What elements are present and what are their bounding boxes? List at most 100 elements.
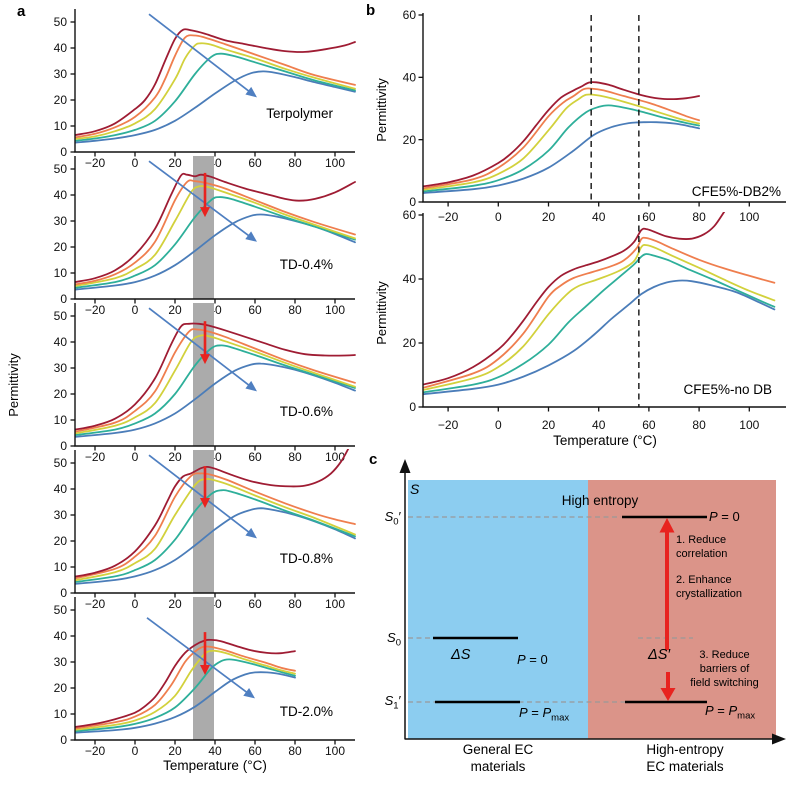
series-blue-line	[75, 671, 296, 734]
y-tick-label: 0	[60, 586, 67, 600]
y-tick-label: 30	[54, 67, 68, 81]
y-tick-label: 30	[54, 361, 68, 375]
y-tick-label: 20	[54, 240, 68, 254]
series-teal-line	[75, 658, 296, 733]
entropy-diagram: S High entropy S0′ P = 0 1. Reduce corre…	[365, 450, 798, 792]
y-tick-label: 50	[54, 309, 68, 323]
y-tick-label: 0	[409, 195, 416, 209]
x-tick-label: 80	[692, 210, 706, 224]
s1-prime-label: S1′	[367, 693, 401, 712]
y-tick-label: 0	[60, 733, 67, 747]
general-ec-region	[408, 480, 588, 739]
series-yellow-line	[423, 244, 776, 391]
y-tick-label: 0	[60, 145, 67, 159]
series-orange-line	[75, 34, 356, 139]
x-tick-label: 0	[132, 156, 139, 170]
series-orange-line	[423, 236, 776, 389]
y-tick-label: 50	[54, 15, 68, 29]
panel-a-label: a	[17, 3, 26, 20]
y-tick-label: 30	[54, 508, 68, 522]
x-tick-label: 80	[288, 597, 302, 611]
y-tick-label: 60	[403, 8, 417, 22]
annotation-reduce-correlation: 1. Reduce correlation	[676, 534, 728, 560]
p-symbol: P	[519, 705, 528, 720]
trend-arrow-head	[243, 688, 255, 699]
max-sub: max	[737, 710, 756, 722]
series-darkred-line	[423, 212, 726, 386]
suppression-arrow-head	[200, 498, 210, 508]
x-tick-label: 0	[495, 210, 502, 224]
y-tick-label: 40	[54, 335, 68, 349]
p-max-right-label: P = Pmax	[705, 703, 755, 722]
x-tick-label: −20	[85, 156, 106, 170]
trend-arrow-head	[245, 231, 257, 242]
x-tick-label: 60	[248, 744, 262, 758]
x-tick-label: 100	[325, 744, 345, 758]
s0-prime-prime: ′	[398, 509, 401, 524]
sample-label: Terpolymer	[266, 106, 333, 121]
p-zero-mid-label: P = 0	[517, 652, 548, 668]
series-teal-line	[75, 489, 356, 583]
series-yellow-line	[423, 93, 700, 191]
trend-arrow-head	[245, 527, 257, 539]
y-tick-label: 20	[403, 133, 417, 147]
x-tick-label: 60	[248, 303, 262, 317]
p-symbol: P	[542, 705, 552, 720]
y-tick-label: 20	[54, 93, 68, 107]
suppression-arrow-head	[200, 354, 210, 365]
suppression-arrow-head	[200, 665, 210, 675]
entropy-down-arrow-head	[660, 688, 676, 701]
suppression-arrow-head	[200, 207, 210, 218]
chart-td-2-0: 0 10 20 30 40 50 −20 0 20 40 60 80 100 TD-2.0%	[54, 597, 355, 758]
p-zero-rest: = 0	[717, 509, 740, 524]
y-tick-label: 40	[54, 188, 68, 202]
series-darkred-line	[75, 28, 356, 136]
s0-prime-base: S	[384, 509, 394, 524]
trend-arrow-shaft	[148, 454, 251, 534]
chart-cfe5-db2: 0 20 40 60 −20 0 20 40 60 80 100 CFE5%-DB2%	[403, 8, 786, 224]
y-tick-label: 10	[54, 119, 68, 133]
x-tick-label: 0	[132, 303, 139, 317]
s1-prime: ′	[398, 693, 401, 708]
highlight-band	[193, 303, 214, 446]
s0-base: S	[387, 630, 396, 645]
p-zero-rest: = 0	[525, 652, 548, 667]
y-tick-label: 0	[60, 439, 67, 453]
x-tick-label: −20	[85, 303, 106, 317]
y-tick-label: 10	[54, 707, 68, 721]
p-symbol: P	[728, 703, 738, 718]
y-tick-label: 50	[54, 162, 68, 176]
series-blue-line	[75, 70, 356, 144]
x-tick-label: 80	[692, 418, 706, 432]
p-symbol: P	[517, 652, 526, 667]
x-tick-label: 100	[325, 450, 345, 464]
series-darkred-line	[75, 638, 296, 728]
series-yellow-line	[75, 185, 356, 287]
x-tick-label: 100	[739, 210, 759, 224]
y-tick-label: 40	[54, 482, 68, 496]
trend-arrow-head	[245, 86, 257, 98]
x-tick-label: −20	[85, 744, 106, 758]
x-tick-label: 20	[542, 210, 556, 224]
p-max-left-label: P = Pmax	[519, 705, 569, 724]
annotation-enhance-crystallization: 2. Enhance crystallization	[676, 574, 743, 600]
x-axis-label-temperature-a: Temperature (°C)	[163, 758, 267, 773]
x-tick-label: 80	[288, 303, 302, 317]
sample-label: TD-0.4%	[280, 257, 333, 272]
y-tick-label: 0	[60, 292, 67, 306]
s0-prime-sub: 0	[393, 516, 399, 528]
x-tick-label: 20	[168, 303, 182, 317]
category-general-ec: General EC materials	[462, 742, 534, 774]
x-tick-label: 60	[642, 418, 656, 432]
series-orange-line	[75, 328, 356, 433]
entropy-up-arrow-head	[659, 518, 675, 533]
y-axis-label-permittivity-b1: Permittivity	[374, 78, 389, 142]
y-tick-label: 60	[403, 208, 417, 222]
y-tick-label: 10	[54, 266, 68, 280]
highlight-band	[193, 156, 214, 299]
